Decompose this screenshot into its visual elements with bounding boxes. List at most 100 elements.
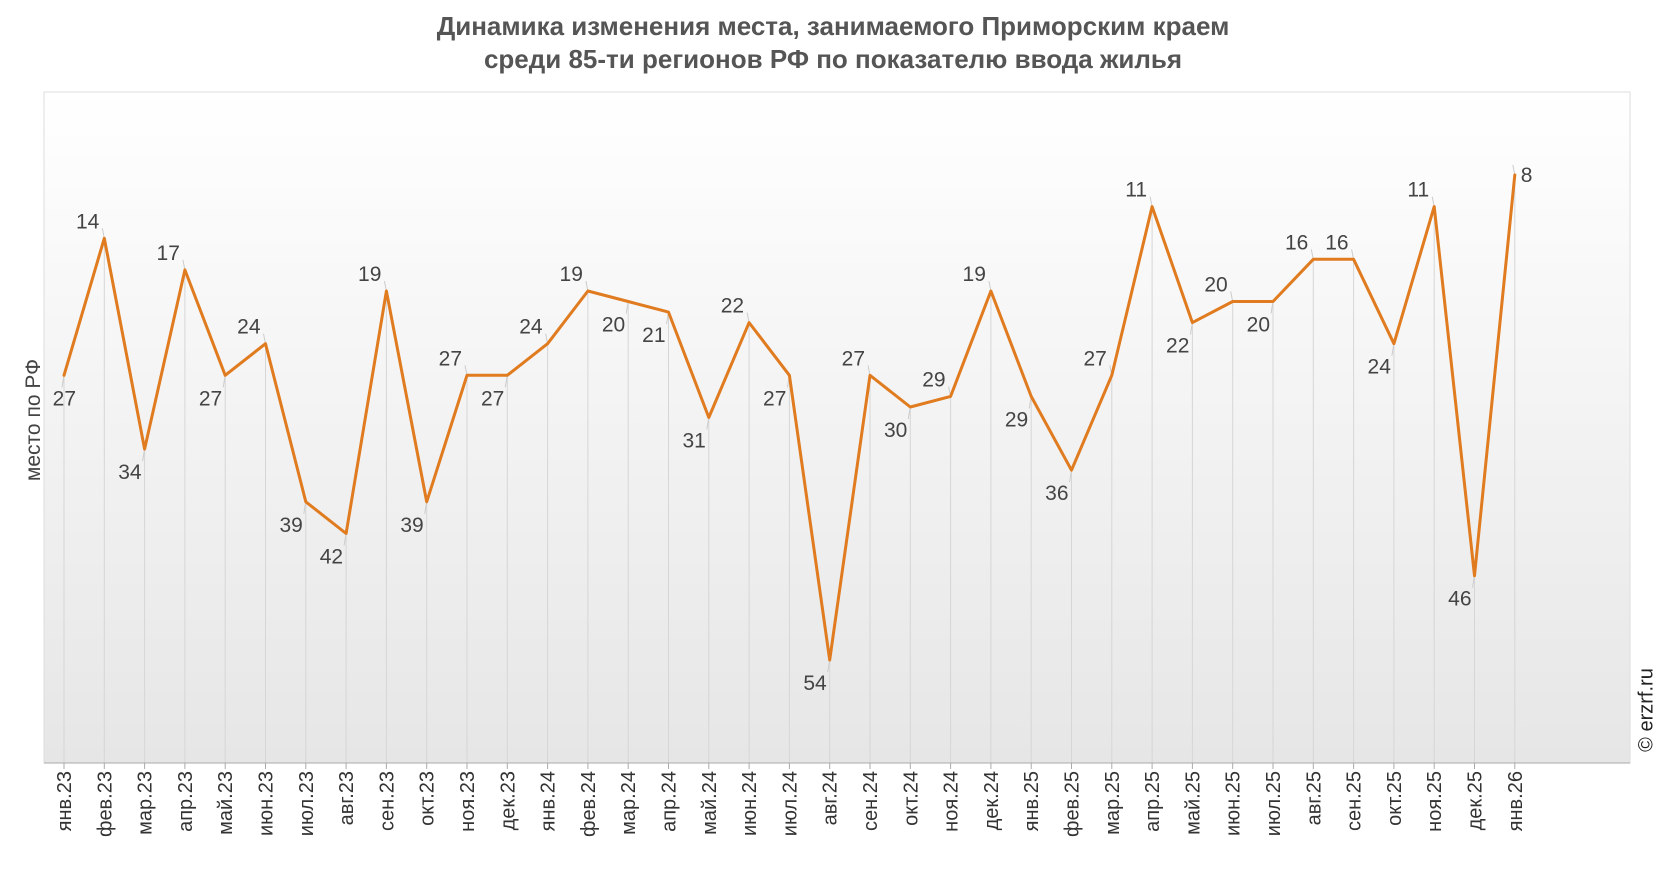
x-tick-label: фев.25 bbox=[1062, 771, 1084, 837]
data-label: 24 bbox=[1368, 356, 1392, 379]
label-leader bbox=[867, 365, 871, 376]
data-label: 39 bbox=[279, 514, 302, 537]
grid-lines bbox=[63, 175, 1516, 763]
label-leader bbox=[101, 228, 105, 239]
watermark: © erzrf.ru bbox=[1635, 668, 1658, 752]
data-label: 39 bbox=[400, 514, 423, 537]
x-tick-label: ноя.25 bbox=[1424, 771, 1446, 832]
x-tick-label: фев.24 bbox=[578, 771, 600, 837]
data-label: 24 bbox=[519, 316, 543, 339]
data-label: 16 bbox=[1325, 231, 1348, 254]
data-label: 29 bbox=[1005, 408, 1028, 431]
label-leader bbox=[504, 375, 508, 388]
x-tick-label: окт.25 bbox=[1384, 771, 1406, 826]
data-label: 46 bbox=[1448, 588, 1471, 611]
label-leader bbox=[1189, 322, 1193, 335]
series-line bbox=[62, 173, 1517, 662]
x-tick-label: окт.24 bbox=[900, 771, 922, 826]
data-label: 27 bbox=[439, 347, 462, 370]
data-label: 30 bbox=[884, 419, 907, 442]
x-tick-label: янв.24 bbox=[538, 771, 560, 831]
x-tick-label: апр.25 bbox=[1142, 771, 1164, 832]
data-label: 22 bbox=[721, 295, 744, 318]
data-label: 42 bbox=[320, 545, 343, 568]
x-tick-label: апр.23 bbox=[175, 771, 197, 832]
label-leader bbox=[1069, 470, 1072, 483]
label-leader bbox=[303, 501, 307, 514]
data-label: 17 bbox=[157, 242, 180, 265]
label-leader bbox=[1472, 575, 1475, 588]
data-label: 21 bbox=[642, 324, 665, 347]
x-axis-ticks bbox=[63, 763, 1516, 769]
label-leader bbox=[263, 333, 266, 344]
x-tick-label: июн.23 bbox=[256, 771, 278, 836]
label-leader bbox=[343, 533, 347, 546]
x-tick-label: авг.24 bbox=[820, 771, 842, 825]
data-label: 34 bbox=[118, 461, 142, 484]
x-tick-label: янв.23 bbox=[54, 771, 76, 831]
label-leader bbox=[464, 365, 468, 376]
label-leader bbox=[182, 259, 186, 270]
x-tick-label: мар.24 bbox=[618, 771, 640, 835]
x-tick-label: июл.25 bbox=[1263, 771, 1285, 836]
label-leader bbox=[142, 449, 146, 462]
x-tick-label: окт.23 bbox=[417, 771, 439, 826]
x-tick-label: июн.24 bbox=[739, 771, 761, 836]
x-tick-label: дек.25 bbox=[1465, 771, 1487, 830]
label-leader bbox=[1351, 249, 1355, 260]
data-label: 19 bbox=[560, 263, 583, 286]
label-leader bbox=[625, 301, 629, 314]
x-tick-label: июл.23 bbox=[296, 771, 318, 836]
label-leader bbox=[988, 280, 992, 292]
data-label: 36 bbox=[1045, 482, 1068, 505]
x-tick-label: янв.25 bbox=[1021, 771, 1043, 831]
label-leader bbox=[222, 375, 226, 388]
x-axis-tick-labels: янв.23 фев.23 мар.23 апр.23 май.23 июн.23 июл.… bbox=[54, 771, 1527, 837]
label-leader bbox=[1270, 301, 1274, 314]
x-tick-label: авг.23 bbox=[336, 771, 358, 825]
x-tick-label: май.23 bbox=[215, 771, 237, 835]
data-label: 27 bbox=[763, 387, 786, 410]
label-leader bbox=[61, 375, 65, 388]
label-leader bbox=[746, 312, 750, 323]
label-leader bbox=[1391, 343, 1395, 356]
x-tick-label: сен.25 bbox=[1344, 771, 1366, 831]
data-label: 22 bbox=[1166, 335, 1189, 358]
chart-title: Динамика изменения места, занимаемого Пр… bbox=[0, 10, 1666, 76]
x-tick-label: июн.25 bbox=[1223, 771, 1245, 836]
label-leader bbox=[827, 659, 831, 673]
label-leader bbox=[383, 280, 387, 292]
data-labels: 27 14 34 17 27 24 39 42 19 39 27 27 24 19 20 21 31 22 27 54… bbox=[53, 164, 1533, 695]
plot-area bbox=[43, 91, 1631, 764]
data-label: 8 bbox=[1521, 164, 1533, 187]
data-label: 27 bbox=[53, 387, 76, 410]
x-tick-label: ноя.23 bbox=[457, 771, 479, 832]
data-label: 31 bbox=[682, 430, 705, 453]
x-tick-label: июл.24 bbox=[779, 771, 801, 836]
chart-title-line-1: Динамика изменения места, занимаемого Пр… bbox=[436, 11, 1230, 41]
x-tick-label: фев.23 bbox=[94, 771, 116, 837]
label-leader bbox=[585, 280, 589, 292]
x-tick-label: дек.24 bbox=[981, 771, 1003, 830]
x-tick-label: дек.23 bbox=[497, 771, 519, 830]
data-label: 20 bbox=[1204, 274, 1227, 297]
data-label: 27 bbox=[481, 387, 504, 410]
data-label: 29 bbox=[922, 368, 945, 391]
label-leader bbox=[706, 417, 710, 430]
data-label: 11 bbox=[1125, 179, 1147, 202]
data-label: 27 bbox=[1083, 347, 1106, 370]
data-label: 16 bbox=[1285, 231, 1308, 254]
x-tick-label: ноя.24 bbox=[941, 771, 963, 832]
data-label: 27 bbox=[199, 387, 222, 410]
data-label: 27 bbox=[842, 347, 865, 370]
y-axis-label: место по РФ bbox=[22, 358, 45, 482]
label-leader bbox=[1230, 291, 1234, 302]
x-tick-label: мар.25 bbox=[1102, 771, 1124, 835]
x-tick-label: авг.25 bbox=[1303, 771, 1325, 825]
data-label: 54 bbox=[803, 672, 827, 695]
data-label: 20 bbox=[1247, 314, 1270, 337]
label-leader bbox=[907, 406, 911, 420]
label-leader bbox=[1149, 196, 1153, 207]
label-leader bbox=[424, 501, 428, 514]
